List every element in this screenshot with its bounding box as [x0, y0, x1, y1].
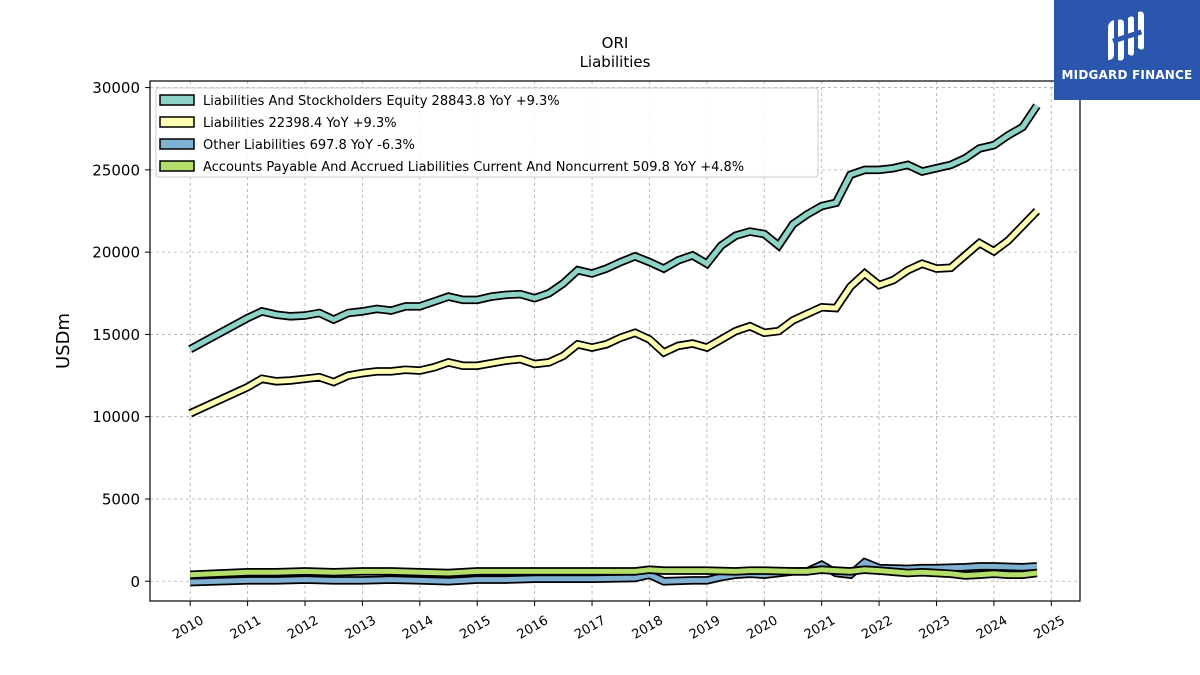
y-tick-label: 0: [130, 573, 140, 591]
x-tick-label: 2020: [744, 613, 780, 643]
legend-swatch: [159, 138, 195, 150]
x-tick-label: 2024: [974, 613, 1010, 643]
x-tick-label: 2018: [630, 613, 666, 643]
y-axis-label: USDm: [53, 313, 74, 369]
x-tick-label: 2025: [1031, 613, 1067, 643]
x-tick-label: 2021: [802, 613, 838, 643]
series-line: [189, 104, 1039, 352]
x-ticks: 2010 2011 2012 2013 2014 2015 2016 2017 2018 2019…: [170, 601, 1068, 643]
legend-entry: Other Liabilities 697.8 YoY -6.3%: [159, 138, 415, 153]
legend-entry: Liabilities And Stockholders Equity 2884…: [159, 94, 560, 109]
x-tick-label: 2015: [457, 613, 493, 643]
x-tick-label: 2012: [285, 613, 321, 643]
legend-label: Accounts Payable And Accrued Liabilities…: [203, 160, 744, 175]
series-line: [190, 567, 1038, 579]
legend-swatch: [159, 94, 195, 106]
y-tick-label: 25000: [92, 161, 140, 179]
legend-box: [155, 87, 819, 178]
x-tick-label: 2022: [859, 613, 895, 643]
logo-text: MIDGARD FINANCE: [1061, 68, 1193, 82]
chart-subtitle: Liabilities: [580, 53, 651, 71]
chart-title: ORI: [602, 34, 629, 52]
series-line: [189, 209, 1039, 416]
plot-frame: [149, 80, 1081, 602]
midgard-finance-logo-icon: [1108, 11, 1144, 61]
legend-label: Other Liabilities 697.8 YoY -6.3%: [203, 138, 415, 153]
x-tick-label: 2016: [515, 613, 551, 643]
series-3: [190, 565, 1038, 580]
y-tick-label: 30000: [92, 79, 140, 97]
x-tick-label: 2017: [572, 613, 608, 643]
series-layer: [188, 103, 1041, 587]
series-1: [188, 208, 1040, 418]
legend-entry: Accounts Payable And Accrued Liabilities…: [159, 160, 744, 175]
y-tick-label: 10000: [92, 408, 140, 426]
legend-label: Liabilities 22398.4 YoY +9.3%: [203, 116, 397, 131]
y-ticks: 0 5000 10000 15000 20000 25000 30000: [92, 79, 150, 591]
x-tick-label: 2014: [400, 613, 436, 643]
legend-entry: Liabilities 22398.4 YoY +9.3%: [159, 116, 397, 131]
y-tick-label: 20000: [92, 244, 140, 262]
x-tick-label: 2010: [170, 613, 206, 643]
legend: Liabilities And Stockholders Equity 2884…: [155, 87, 819, 178]
y-tick-label: 5000: [102, 490, 140, 508]
y-tick-label: 15000: [92, 326, 140, 344]
midgard-finance-logo: MIDGARD FINANCE: [1054, 0, 1200, 100]
legend-label: Liabilities And Stockholders Equity 2884…: [203, 94, 560, 109]
series-0: [188, 103, 1041, 353]
x-tick-label: 2019: [687, 613, 723, 643]
x-tick-label: 2023: [917, 613, 953, 643]
x-tick-label: 2013: [343, 613, 379, 643]
x-tick-label: 2011: [228, 613, 264, 643]
legend-swatch: [159, 160, 195, 172]
legend-swatch: [159, 116, 195, 128]
